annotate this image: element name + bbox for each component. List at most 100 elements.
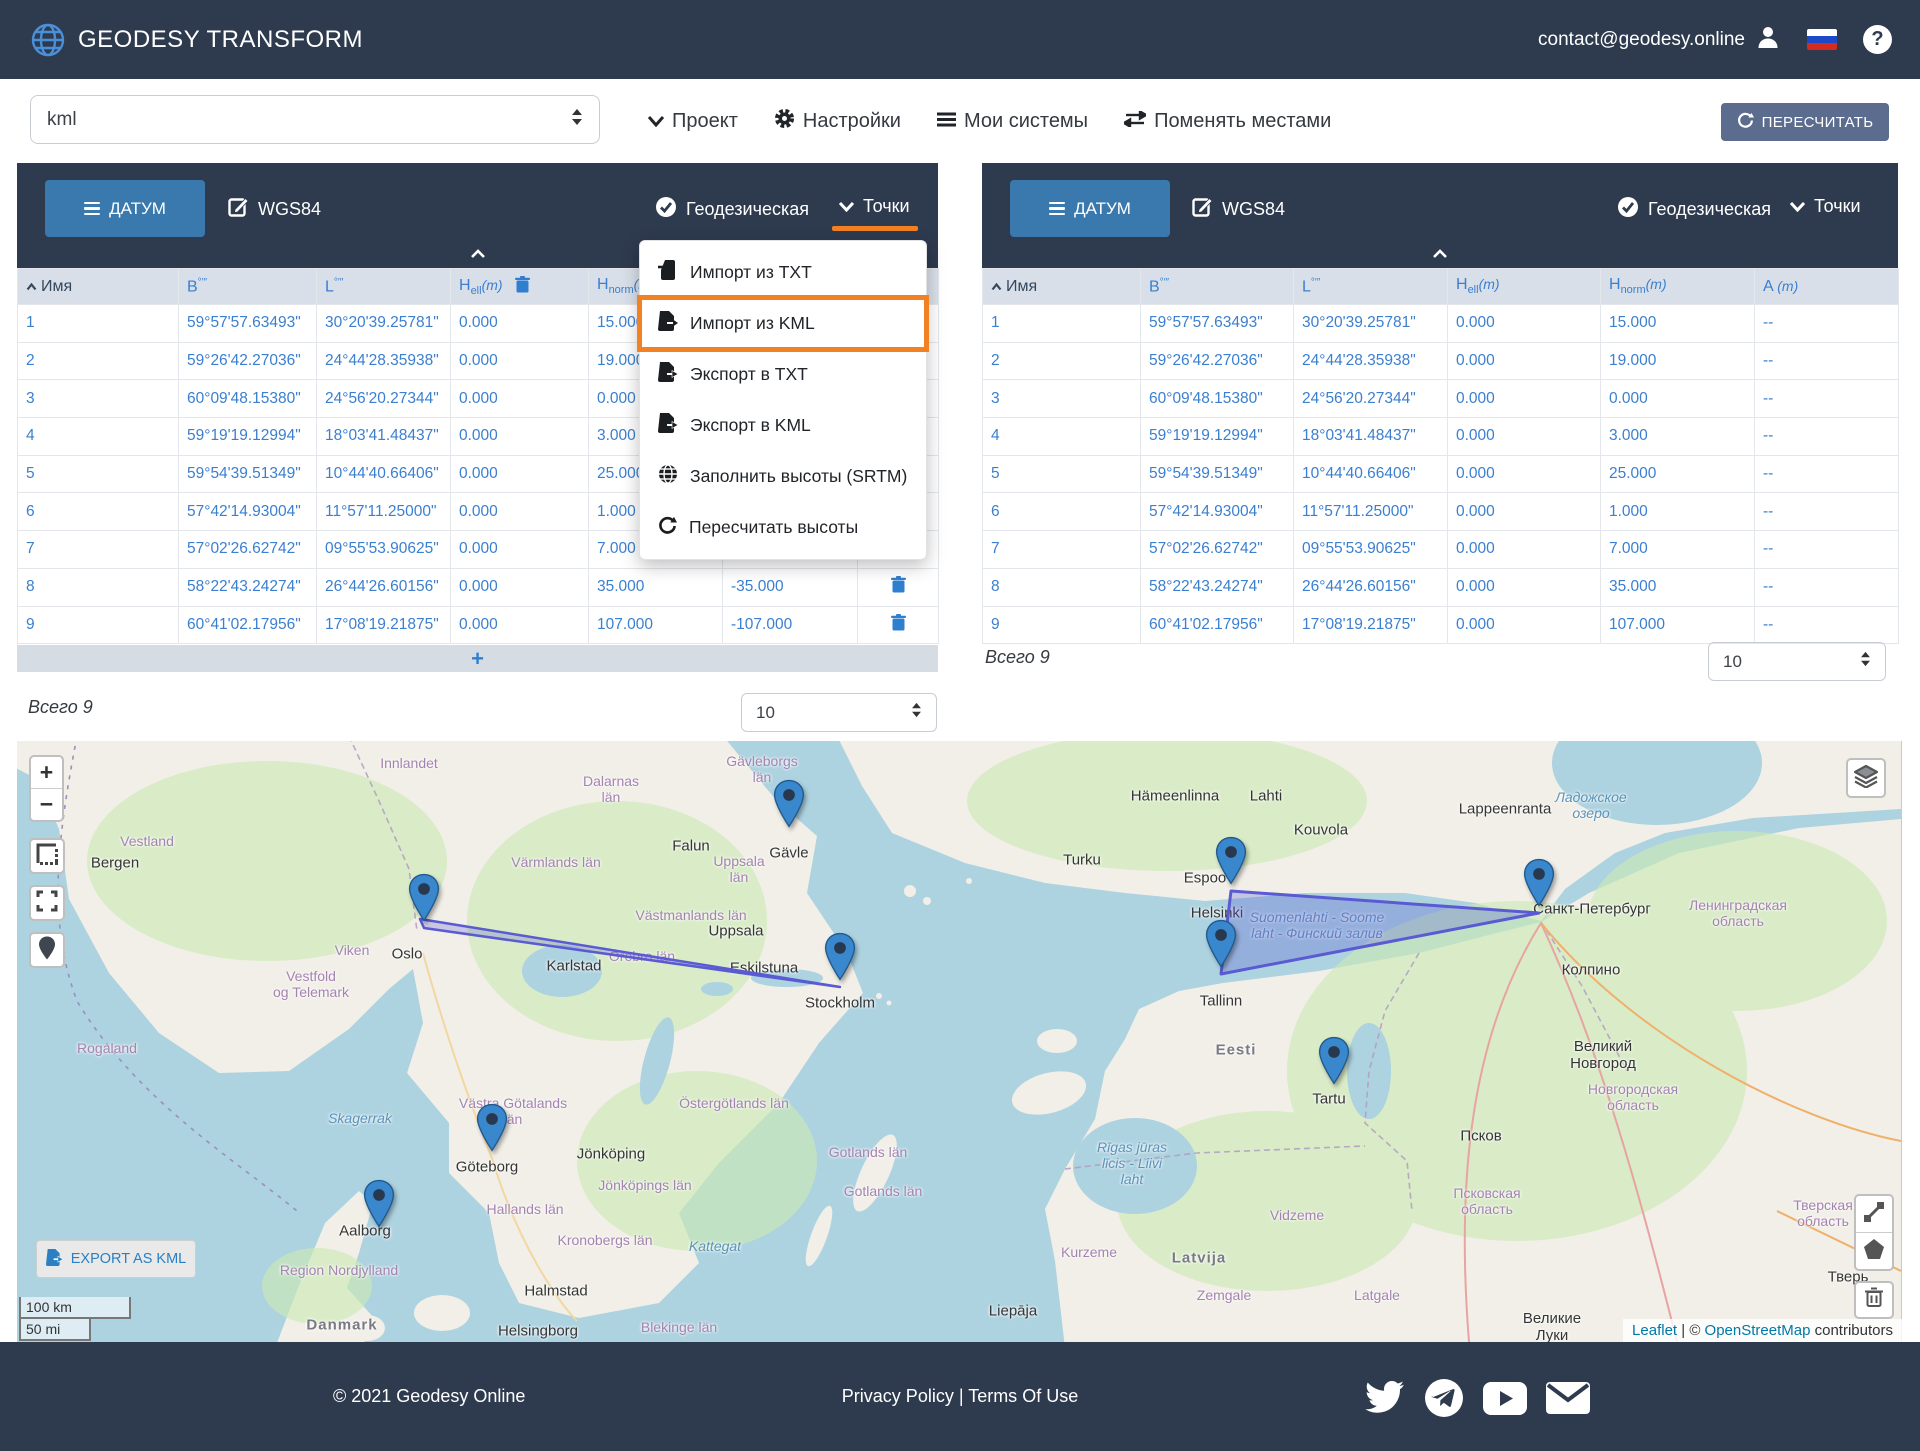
export-kml-button[interactable]: EXPORT AS KML [36, 1240, 196, 1278]
cell-hell[interactable]: 0.000 [451, 380, 589, 418]
recalculate-button[interactable]: ПЕРЕСЧИТАТЬ [1721, 103, 1889, 141]
cell-b[interactable]: 60°09'48.15380" [179, 380, 317, 418]
cell-l[interactable]: 09°55'53.90625" [317, 531, 451, 569]
help-icon[interactable]: ? [1863, 25, 1892, 54]
page-size-select-right[interactable]: 10 [1708, 642, 1886, 681]
language-flag-ru-icon[interactable] [1807, 29, 1837, 50]
map-pin[interactable] [363, 1179, 395, 1234]
cell-b[interactable]: 59°26'42.27036" [179, 342, 317, 380]
page-size-select-left[interactable]: 10 [741, 693, 937, 732]
cell-name[interactable]: 7 [18, 531, 179, 569]
row-delete[interactable] [858, 606, 939, 644]
ellipsoid-edit[interactable]: WGS84 [1192, 196, 1285, 222]
cell-l[interactable]: 18°03'41.48437" [317, 418, 451, 456]
menu-import-txt[interactable]: Импорт из TXT [640, 247, 926, 298]
cell-b[interactable]: 59°54'39.51349" [179, 455, 317, 493]
cell-b[interactable]: 59°19'19.12994" [179, 418, 317, 456]
datum-button[interactable]: ДАТУМ [45, 180, 205, 237]
points-menu-toggle[interactable]: Точки [1790, 196, 1861, 217]
col-name[interactable]: Имя [983, 269, 1141, 305]
crs-selector[interactable]: Геодезическая [655, 196, 809, 223]
menu-settings[interactable]: Настройки [774, 108, 901, 135]
collapse-chevron-icon[interactable] [1432, 246, 1448, 264]
map-tiles[interactable] [17, 741, 1902, 1342]
cell-l[interactable]: 10°44'40.66406" [317, 455, 451, 493]
cell-hell[interactable]: 0.000 [451, 568, 589, 606]
map-pin[interactable] [773, 779, 805, 834]
fullscreen-button[interactable] [29, 885, 65, 921]
col-name[interactable]: Имя [18, 269, 179, 305]
cell-hell[interactable]: 0.000 [451, 305, 589, 343]
cell-b[interactable]: 57°42'14.93004" [179, 493, 317, 531]
privacy-policy-link[interactable]: Privacy Policy [842, 1386, 954, 1406]
cell-name[interactable]: 5 [18, 455, 179, 493]
menu-import-kml[interactable]: Импорт из KML [640, 298, 926, 349]
cell-hell[interactable]: 0.000 [451, 342, 589, 380]
draw-polygon-tool[interactable] [1856, 1233, 1892, 1269]
cell-hell[interactable]: 0.000 [451, 606, 589, 644]
menu-export-kml[interactable]: Экспорт в KML [640, 400, 926, 451]
cell-hell[interactable]: 0.000 [451, 455, 589, 493]
leaflet-link[interactable]: Leaflet [1632, 1322, 1677, 1339]
cell-l[interactable]: 30°20'39.25781" [317, 305, 451, 343]
trash-icon[interactable] [891, 576, 906, 598]
map-pin[interactable] [476, 1103, 508, 1158]
cell-b[interactable]: 57°02'26.62742" [179, 531, 317, 569]
map-pin[interactable] [1318, 1036, 1350, 1091]
clear-column-trash-icon[interactable] [515, 276, 530, 298]
map-pin[interactable] [408, 873, 440, 928]
map[interactable]: BergenVestlandInnlandetVikenVestfold og … [17, 741, 1902, 1342]
box-select-tool[interactable] [29, 838, 65, 874]
draw-polyline-tool[interactable] [1856, 1196, 1892, 1232]
menu-export-txt[interactable]: Экспорт в TXT [640, 349, 926, 400]
email-icon[interactable] [1546, 1382, 1590, 1414]
cell-b[interactable]: 59°57'57.63493" [179, 305, 317, 343]
map-pin[interactable] [1215, 836, 1247, 891]
cell-name[interactable]: 9 [18, 606, 179, 644]
cell-hell[interactable]: 0.000 [451, 531, 589, 569]
terms-link[interactable]: Terms Of Use [968, 1386, 1078, 1406]
crs-selector[interactable]: Геодезическая [1617, 196, 1771, 223]
menu-swap[interactable]: Поменять местами [1124, 110, 1331, 133]
datum-button[interactable]: ДАТУМ [1010, 180, 1170, 237]
menu-fill-heights-srtm[interactable]: Заполнить высоты (SRTM) [640, 451, 926, 502]
twitter-icon[interactable] [1363, 1380, 1405, 1416]
cell-name[interactable]: 8 [18, 568, 179, 606]
cell-b[interactable]: 60°41'02.17956" [179, 606, 317, 644]
map-pin[interactable] [824, 932, 856, 987]
cell-name[interactable]: 4 [18, 418, 179, 456]
cell-l[interactable]: 26°44'26.60156" [317, 568, 451, 606]
map-pin[interactable] [1523, 858, 1555, 913]
cell-hell[interactable]: 0.000 [451, 418, 589, 456]
youtube-icon[interactable] [1483, 1382, 1527, 1415]
format-select[interactable]: kml [30, 95, 600, 144]
cell-hnorm[interactable]: 35.000 [589, 568, 723, 606]
cell-name[interactable]: 1 [18, 305, 179, 343]
cell-l[interactable]: 11°57'11.25000" [317, 493, 451, 531]
cell-hnorm[interactable]: 107.000 [589, 606, 723, 644]
cell-l[interactable]: 17°08'19.21875" [317, 606, 451, 644]
cell-hell[interactable]: 0.000 [451, 493, 589, 531]
contact-link[interactable]: contact@geodesy.online [1538, 24, 1781, 56]
row-delete[interactable] [858, 568, 939, 606]
ellipsoid-edit[interactable]: WGS84 [228, 196, 321, 222]
menu-recalc-heights[interactable]: Пересчитать высоты [640, 502, 926, 553]
cell-name[interactable]: 6 [18, 493, 179, 531]
cell-b[interactable]: 58°22'43.24274" [179, 568, 317, 606]
trash-icon[interactable] [891, 614, 906, 636]
collapse-chevron-icon[interactable] [470, 246, 486, 264]
menu-my-systems[interactable]: Мои системы [937, 110, 1088, 133]
menu-project[interactable]: Проект [648, 110, 738, 133]
cell-name[interactable]: 2 [18, 342, 179, 380]
add-row-button[interactable]: + [17, 645, 938, 672]
delete-shapes-tool[interactable] [1854, 1281, 1894, 1319]
map-pin[interactable] [1205, 919, 1237, 974]
layers-control[interactable] [1846, 758, 1886, 798]
cell-name[interactable]: 3 [18, 380, 179, 418]
telegram-icon[interactable] [1424, 1378, 1464, 1418]
zoom-in-button[interactable]: + [31, 757, 62, 788]
cell-l[interactable]: 24°44'28.35938" [317, 342, 451, 380]
points-menu-toggle[interactable]: Точки [839, 196, 910, 217]
cell-l[interactable]: 24°56'20.27344" [317, 380, 451, 418]
osm-link[interactable]: OpenStreetMap [1705, 1322, 1811, 1339]
